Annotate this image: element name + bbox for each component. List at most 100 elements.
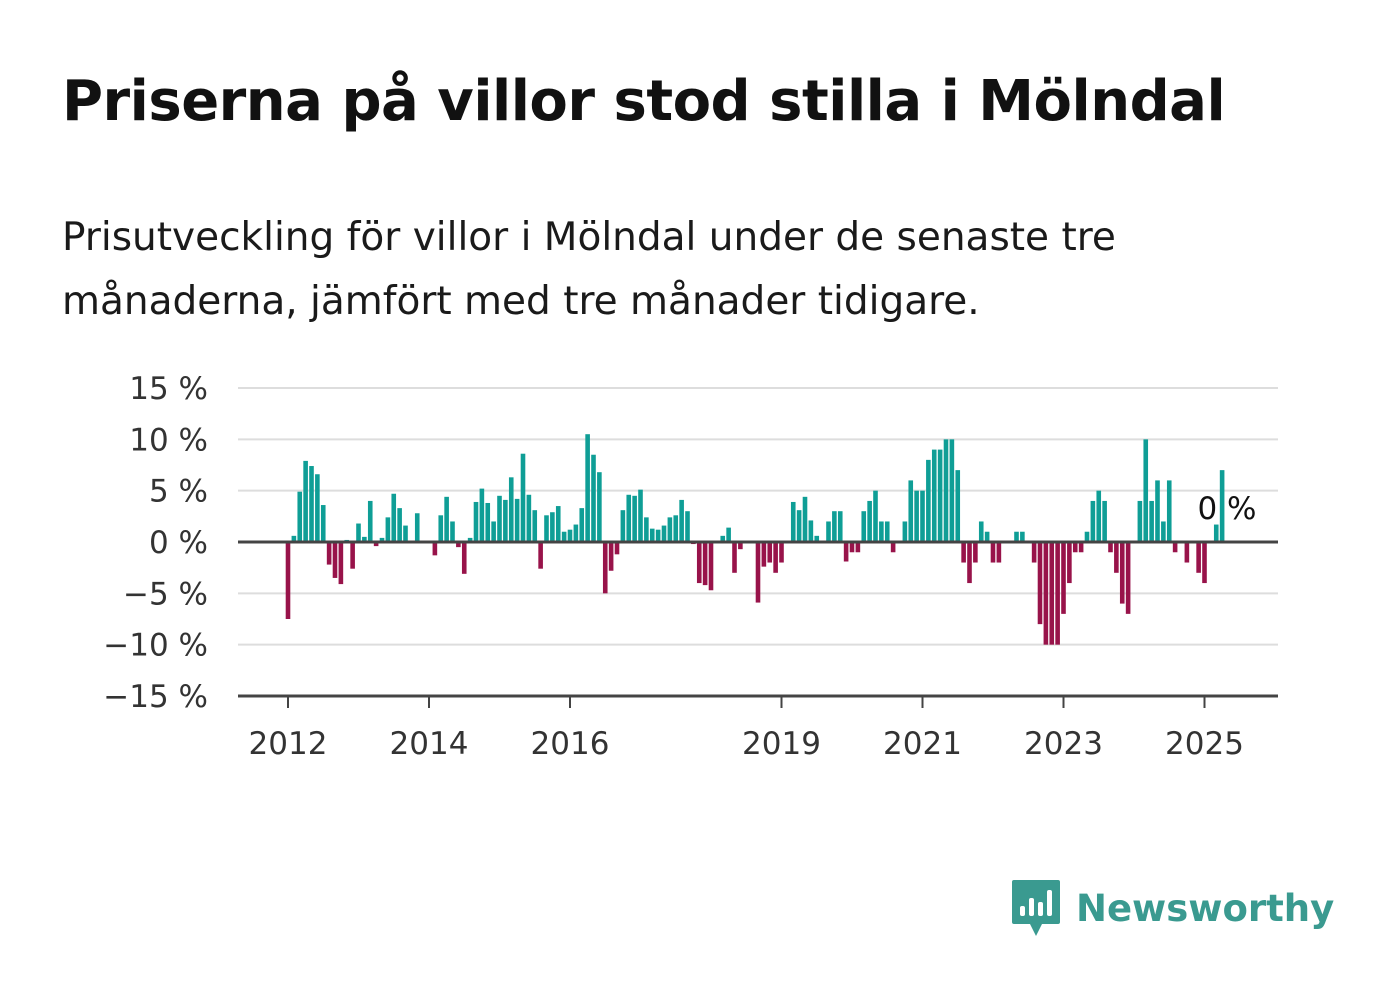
- bar: [649, 528, 655, 542]
- bar: [667, 517, 673, 542]
- bar: [350, 542, 355, 569]
- x-axis-tick-labels: 2012 2014 2016 2019 2021 2023 2025: [249, 726, 1244, 762]
- x-tick-label: 2012: [249, 726, 328, 762]
- bar: [1108, 542, 1113, 553]
- bar: [297, 491, 303, 542]
- bar: [456, 542, 461, 548]
- bar: [796, 510, 802, 542]
- x-tick-label: 2014: [390, 726, 469, 762]
- x-tick-label: 2025: [1165, 726, 1244, 762]
- bar: [967, 542, 972, 584]
- bar: [1119, 542, 1125, 604]
- bar: [779, 542, 784, 563]
- bar: [1125, 542, 1131, 614]
- bar: [738, 542, 743, 550]
- bar: [755, 542, 761, 603]
- bar: [602, 542, 608, 594]
- bar: [726, 527, 731, 542]
- bar: [326, 542, 332, 565]
- bar: [661, 525, 667, 542]
- bar: [1049, 542, 1055, 645]
- bar: [315, 474, 320, 542]
- bar: [655, 529, 661, 542]
- bar: [632, 495, 637, 542]
- bar: [843, 542, 849, 562]
- x-tick-label: 2021: [883, 726, 962, 762]
- bar: [497, 495, 502, 542]
- latest-value-annotation: 0 %: [1197, 491, 1256, 527]
- bar: [931, 449, 937, 542]
- bar: [573, 524, 579, 542]
- bar: [309, 466, 314, 542]
- bar: [978, 521, 984, 542]
- bar: [444, 496, 449, 542]
- bar: [362, 536, 367, 542]
- bar: [949, 439, 955, 542]
- bar: [861, 511, 867, 542]
- bar: [1043, 542, 1049, 645]
- bar: [397, 508, 402, 542]
- bars: [285, 434, 1225, 645]
- bar: [461, 542, 467, 574]
- bar: [508, 477, 514, 542]
- bar: [790, 501, 796, 542]
- x-tick-label: 2019: [742, 726, 821, 762]
- bar: [732, 542, 737, 573]
- bar: [702, 542, 708, 586]
- bar: [644, 517, 649, 542]
- bar: [1202, 542, 1207, 584]
- bar: [1166, 480, 1172, 542]
- bar: [814, 535, 820, 542]
- bar: [597, 472, 602, 542]
- bar: [1213, 524, 1219, 542]
- bar: [685, 511, 690, 542]
- y-tick-label: −10 %: [103, 628, 208, 664]
- bar: [849, 542, 855, 553]
- bar: [1102, 500, 1107, 542]
- bar: [961, 542, 966, 563]
- bar: [567, 529, 573, 542]
- bar: [1143, 439, 1149, 542]
- bar: [550, 512, 555, 542]
- bar: [973, 542, 978, 563]
- bar: [1020, 531, 1025, 542]
- bar: [338, 542, 344, 585]
- bar: [990, 542, 996, 563]
- bar: [1014, 531, 1019, 542]
- bar: [608, 542, 614, 571]
- bar: [391, 493, 397, 542]
- bar: [708, 542, 714, 591]
- x-tick-label: 2016: [531, 726, 610, 762]
- y-tick-label: 5 %: [149, 474, 208, 510]
- bar: [1031, 542, 1037, 563]
- bar: [1078, 542, 1084, 553]
- y-tick-label: 10 %: [129, 422, 208, 458]
- bar: [890, 542, 896, 553]
- bar: [767, 542, 773, 563]
- bar: [808, 520, 814, 542]
- bar: [673, 515, 679, 542]
- bar: [403, 525, 408, 542]
- bar: [520, 453, 526, 542]
- bar: [1161, 521, 1166, 542]
- newsworthy-logo: Newsworthy: [1010, 878, 1334, 938]
- bar: [614, 542, 620, 555]
- bar: [1114, 542, 1119, 573]
- bar: [367, 500, 373, 542]
- bar: [479, 488, 485, 542]
- bar: [526, 494, 532, 542]
- bar: [1172, 542, 1178, 553]
- bar: [561, 531, 567, 542]
- bar: [984, 531, 990, 542]
- bar: [873, 490, 878, 542]
- bar: [485, 502, 491, 542]
- y-tick-label: 0 %: [149, 525, 208, 561]
- bar: [532, 510, 538, 542]
- bar: [467, 537, 473, 542]
- bar: [303, 460, 308, 542]
- newsworthy-logo-icon: [1012, 880, 1060, 936]
- bar: [679, 499, 684, 542]
- bar: [1149, 500, 1154, 542]
- y-axis-tick-labels: 15 % 10 % 5 % 0 % −5 % −10 % −15 %: [103, 371, 208, 715]
- bar: [320, 505, 326, 542]
